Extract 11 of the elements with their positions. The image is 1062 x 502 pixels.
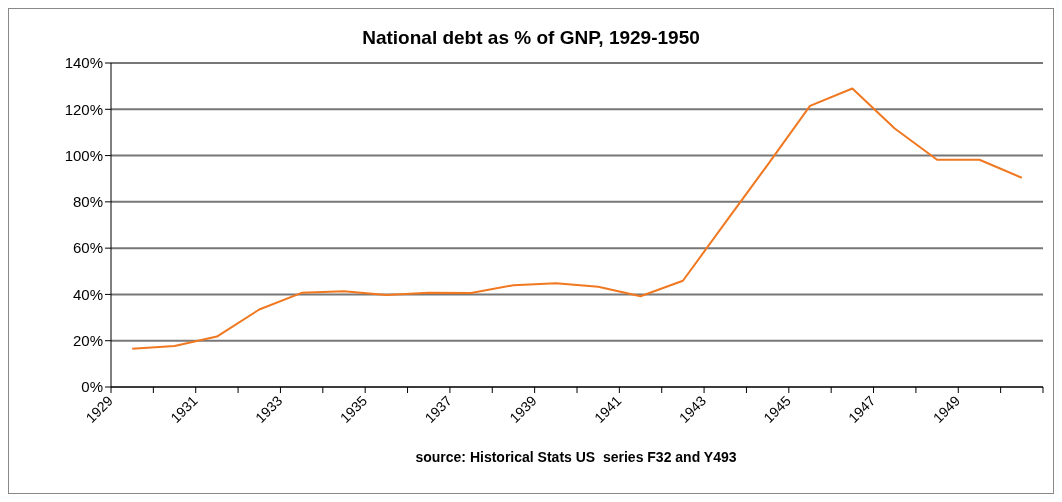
y-tick-label: 120% bbox=[64, 100, 103, 118]
source-note: source: Historical Stats US series F32 and Y493 bbox=[414, 449, 738, 465]
y-tick-label: 0% bbox=[81, 378, 103, 396]
line-series bbox=[131, 87, 1023, 350]
chart-title: National debt as % of GNP, 1929-1950 bbox=[361, 27, 701, 49]
y-tick-label: 20% bbox=[72, 332, 103, 350]
y-tick-label: 140% bbox=[64, 54, 103, 72]
y-tick-label: 60% bbox=[72, 239, 103, 257]
y-tick-label: 80% bbox=[72, 193, 103, 211]
y-tick-label: 100% bbox=[64, 146, 103, 164]
y-tick-label: 40% bbox=[72, 285, 103, 303]
